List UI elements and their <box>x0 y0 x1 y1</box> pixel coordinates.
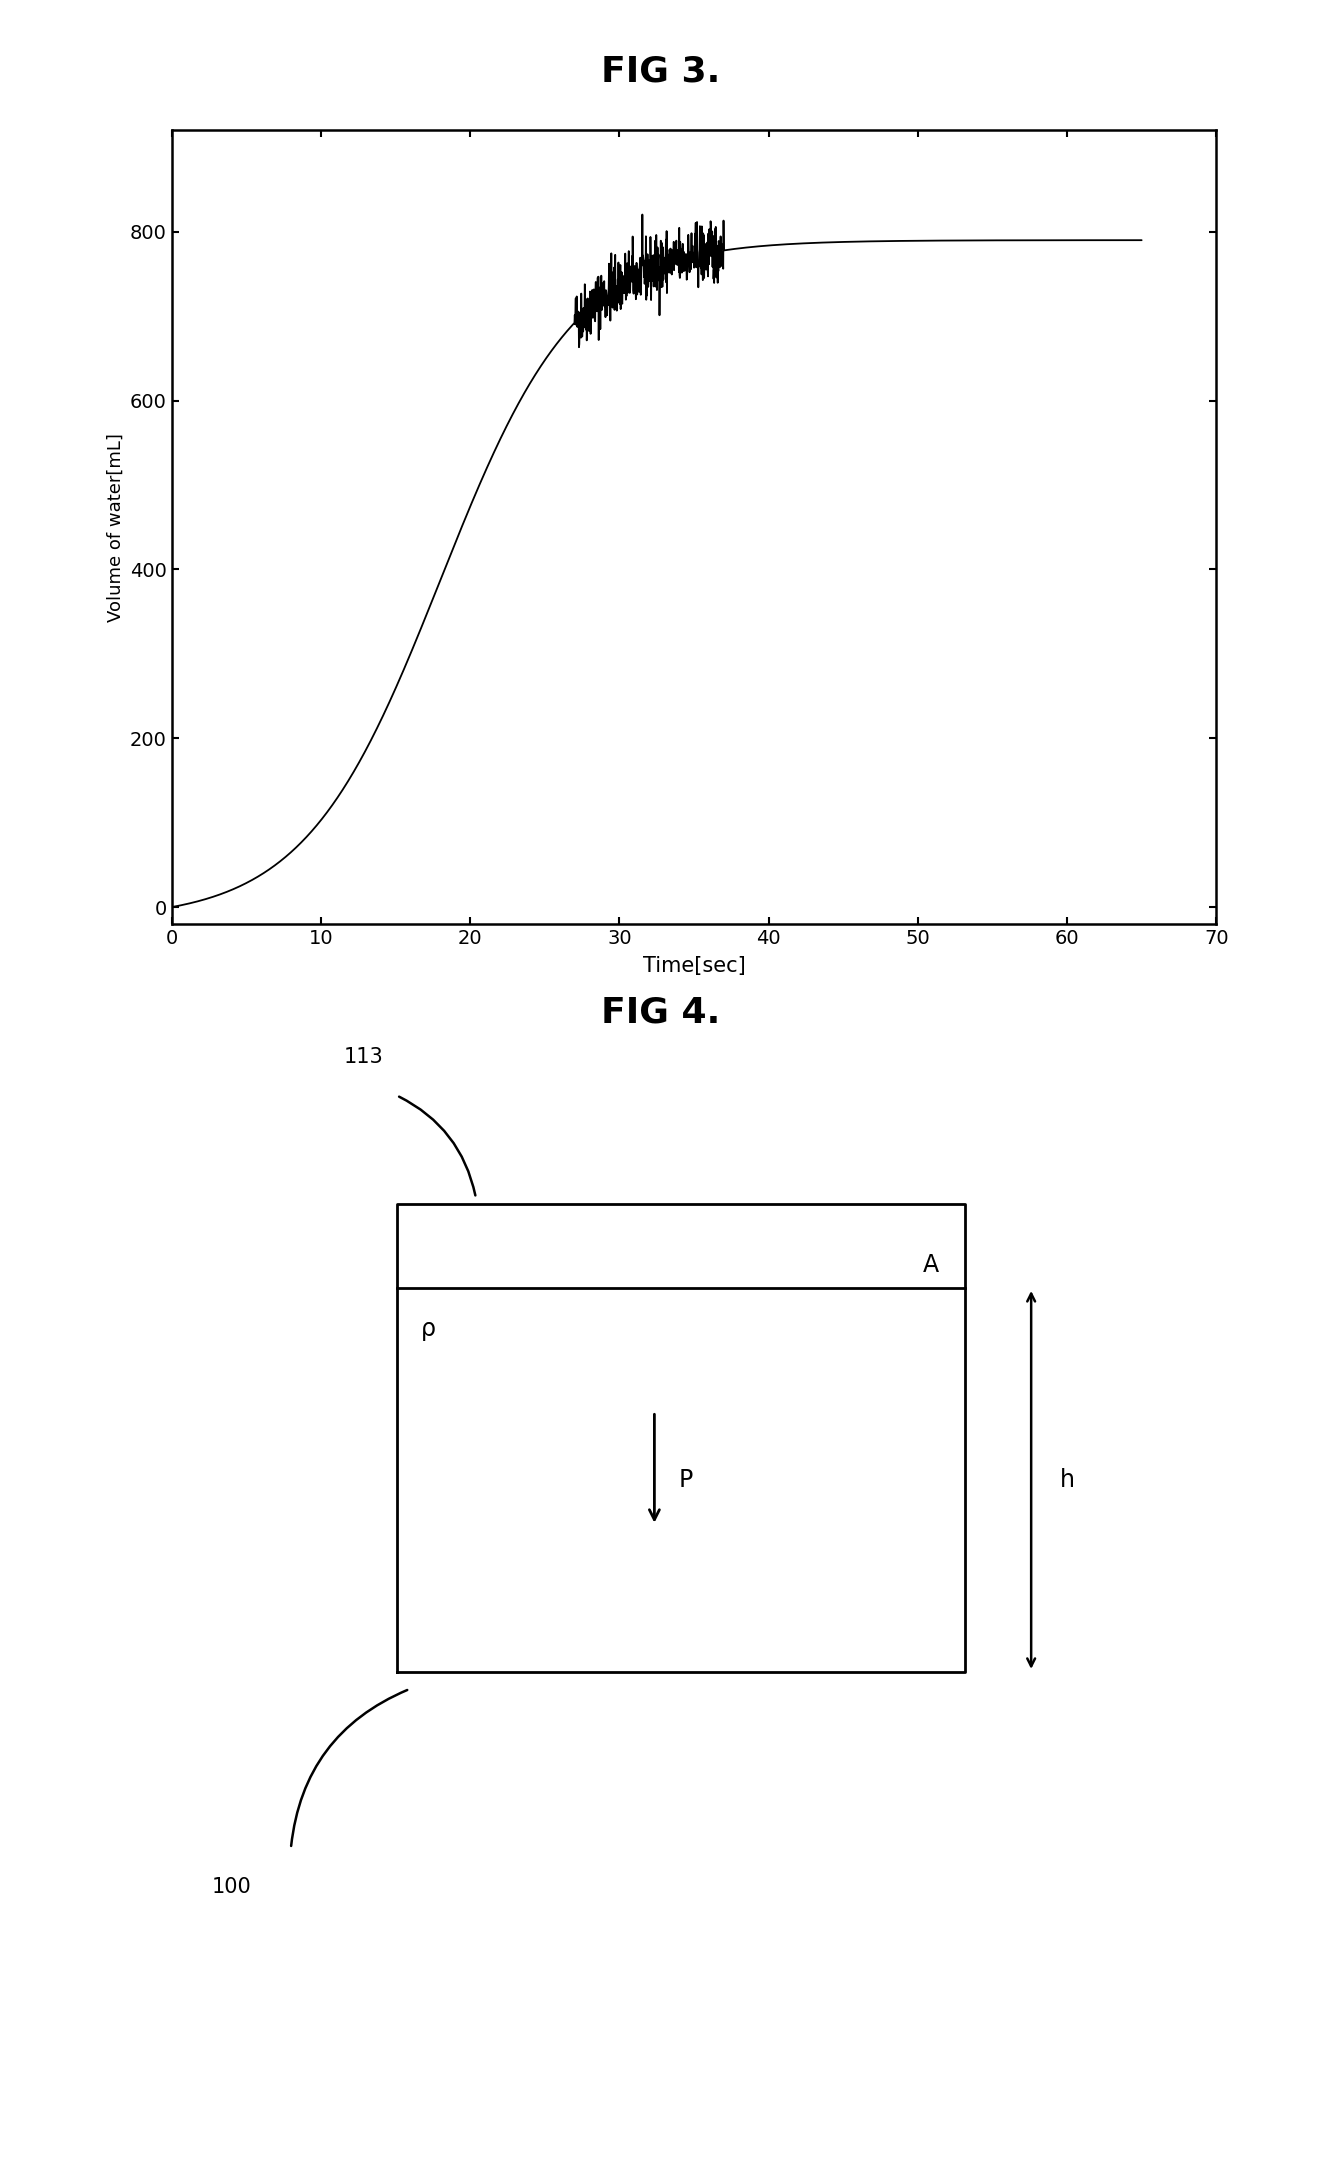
Text: h: h <box>1060 1467 1075 1491</box>
Text: FIG 3.: FIG 3. <box>602 54 720 89</box>
X-axis label: Time[sec]: Time[sec] <box>642 957 746 976</box>
Y-axis label: Volume of water[mL]: Volume of water[mL] <box>107 433 124 622</box>
FancyArrowPatch shape <box>291 1689 407 1846</box>
Text: 100: 100 <box>212 1876 251 1898</box>
Text: ρ: ρ <box>420 1317 435 1341</box>
FancyArrowPatch shape <box>399 1096 476 1196</box>
Text: A: A <box>923 1252 939 1276</box>
Text: 113: 113 <box>344 1048 383 1067</box>
Text: FIG 4.: FIG 4. <box>602 996 720 1030</box>
Text: P: P <box>678 1467 693 1491</box>
